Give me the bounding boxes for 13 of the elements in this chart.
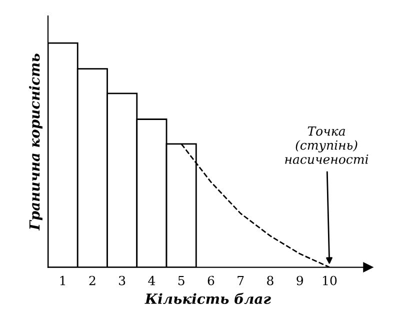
x-tick-label: 6 — [208, 276, 214, 286]
x-tick-label: 5 — [178, 276, 184, 286]
x-tick-label: 1 — [60, 276, 66, 286]
x-tick-label: 8 — [267, 276, 274, 286]
annotation: Точка (ступінь) насиченості — [285, 126, 368, 164]
x-tick-label: 7 — [238, 276, 244, 286]
x-tick-label: 3 — [119, 276, 126, 286]
x-tick-label: 9 — [296, 276, 303, 286]
y-axis-title: Гранична корисність — [29, 54, 42, 231]
x-axis-title: Кількість благ — [144, 292, 271, 304]
x-tick-label: 4 — [148, 276, 156, 286]
x-tick-label: 10 — [323, 276, 337, 286]
x-tick-label: 2 — [89, 276, 96, 286]
